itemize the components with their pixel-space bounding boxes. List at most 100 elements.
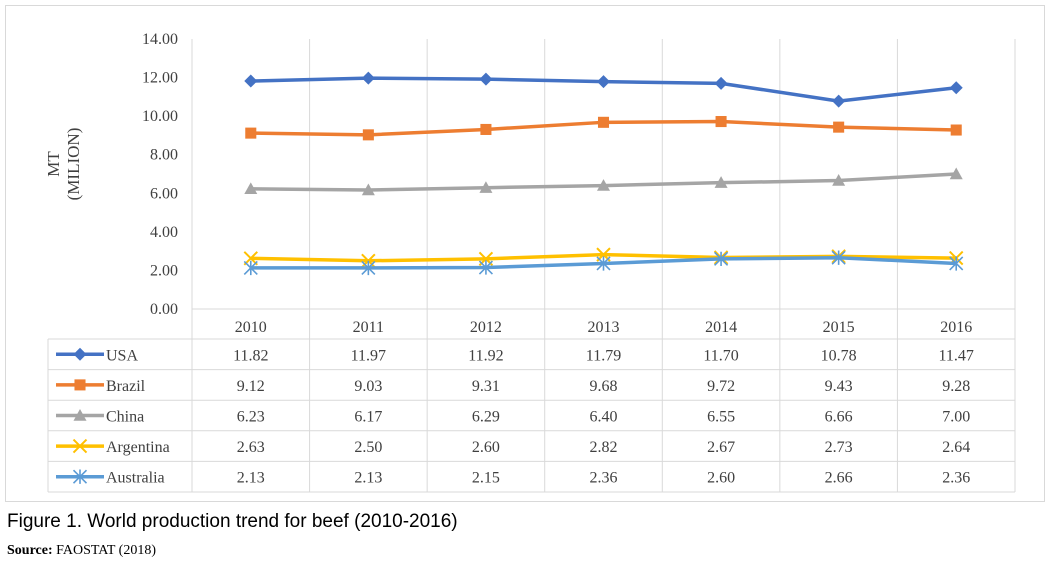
point-china-2015-shape [832,174,846,186]
table-row-brazil: Brazil 9.12 9.03 9.31 9.68 9.72 9.43 9.28 [56,378,970,395]
point-china-2012-shape [479,181,493,193]
y-tick-label-7: 14.00 [142,31,178,48]
point-china-2016-shape [949,167,963,180]
data-label-brazil-2013: 9.68 [590,378,618,395]
legend-label-argentina: Argentina [106,439,170,456]
data-label-usa-2015: 10.78 [821,347,857,364]
data-label-usa-2011: 11.97 [351,347,386,364]
point-brazil-2012-shape [480,123,492,135]
data-label-usa-2016: 11.47 [939,347,974,364]
point-usa-2010 [244,74,258,88]
data-label-brazil-2015: 9.43 [825,378,853,395]
point-china-2014 [714,176,728,188]
point-brazil-2013-shape [597,116,610,128]
point-australia-2014-shape [714,251,729,267]
data-label-usa-2013: 11.79 [586,347,621,364]
line-chart: 0.00 2.00 4.00 6.00 8.00 10.00 12.00 14.00 MT(MI… [44,31,1016,493]
point-brazil-2011-shape [362,129,374,141]
legend-key-marker-brazil-shape [74,379,86,391]
point-china-2011 [361,183,375,196]
point-china-2016 [949,167,963,180]
point-usa-2016 [949,81,963,95]
data-label-australia-2014: 2.60 [707,470,735,487]
point-usa-2014 [714,76,728,90]
data-label-australia-2016: 2.36 [942,470,970,487]
table-row-argentina: Argentina 2.63 2.50 2.60 2.82 2.67 2.73 2.64 [56,438,970,456]
point-brazil-2016-shape [950,124,962,136]
data-label-brazil-2014: 9.72 [707,378,735,395]
point-australia-2016-shape [949,256,964,271]
point-brazil-2013 [597,116,610,128]
legend-label-china: China [106,409,144,426]
point-usa-2013 [597,75,610,89]
data-label-china-2010: 6.23 [237,409,265,426]
series-australia [243,250,964,276]
data-label-australia-2010: 2.13 [237,470,265,487]
point-australia-2014 [714,251,729,267]
data-label-china-2015: 6.66 [825,409,853,426]
point-usa-2013-shape [597,75,610,89]
source-line: Source: FAOSTAT (2018) [7,543,156,559]
data-label-brazil-2010: 9.12 [237,378,265,395]
point-usa-2016-shape [949,81,963,95]
x-tick-label-2011: 2011 [353,319,384,336]
data-label-australia-2012: 2.15 [472,470,500,487]
data-label-usa-2014: 11.70 [703,347,738,364]
x-tick-label-2015: 2015 [823,319,855,336]
y-tick-label-3: 6.00 [150,185,178,202]
legend-key-marker-australia-shape [72,469,88,484]
data-label-argentina-2010: 2.63 [237,439,265,456]
data-label-brazil-2011: 9.03 [354,378,382,395]
table-row-china: China 6.23 6.17 6.29 6.40 6.55 6.66 7.00 [56,409,970,426]
point-brazil-2016 [950,124,962,136]
point-china-2013-shape [597,179,610,191]
legend-key-marker-australia [72,469,88,484]
point-brazil-2010-shape [245,127,257,139]
point-usa-2015 [832,94,846,108]
point-australia-2011-shape [361,260,376,276]
series-usa [244,71,963,108]
point-brazil-2014 [715,116,727,128]
data-label-australia-2015: 2.66 [825,470,853,487]
point-usa-2015-shape [832,94,846,108]
y-tick-label-5: 10.00 [142,108,178,125]
y-tick-label-1: 2.00 [150,262,178,279]
point-brazil-2011 [362,129,374,141]
point-china-2011-shape [361,183,375,196]
point-australia-2012 [478,260,493,275]
point-brazil-2014-shape [715,116,727,128]
data-label-china-2014: 6.55 [707,409,735,426]
point-australia-2012-shape [478,260,493,275]
x-tick-label-2016: 2016 [940,319,972,336]
y-axis-label-line-0: MT [44,151,63,177]
point-usa-2011-shape [361,71,375,85]
point-australia-2010 [243,260,258,276]
data-label-australia-2011: 2.13 [354,470,382,487]
point-usa-2014-shape [714,76,728,90]
point-brazil-2015-shape [833,121,845,133]
data-label-usa-2012: 11.92 [468,347,503,364]
y-tick-label-0: 0.00 [150,301,178,318]
point-usa-2012 [479,72,493,86]
point-brazil-2015 [833,121,845,133]
legend-label-australia: Australia [106,470,165,487]
point-usa-2011 [361,71,375,85]
legend-key-marker-usa [73,347,87,361]
point-china-2010 [244,182,258,195]
y-tick-label-2: 4.00 [150,224,178,241]
series-china [244,167,963,196]
data-label-china-2012: 6.29 [472,409,500,426]
legend-label-usa: USA [106,347,138,364]
point-china-2012 [479,181,493,193]
point-australia-2016 [949,256,964,271]
legend-key-marker-argentina-shape [72,438,88,454]
point-brazil-2010 [245,127,257,139]
data-label-china-2016: 7.00 [942,409,970,426]
source-label: Source: [7,543,53,558]
x-tick-label-2013: 2013 [588,319,620,336]
data-label-china-2011: 6.17 [354,409,382,426]
data-label-brazil-2012: 9.31 [472,378,500,395]
data-label-argentina-2011: 2.50 [354,439,382,456]
point-china-2010-shape [244,182,258,195]
point-usa-2012-shape [479,72,493,86]
